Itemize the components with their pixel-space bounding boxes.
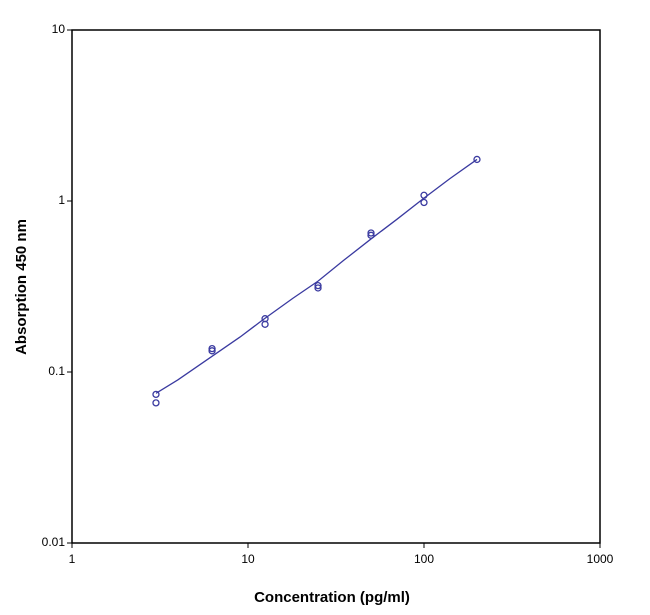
data-point [261, 320, 269, 328]
data-point [367, 231, 375, 239]
data-point [473, 155, 481, 164]
data-point [420, 198, 428, 207]
x-tick-label: 1000 [587, 552, 614, 566]
x-tick-label: 10 [241, 552, 255, 566]
fit-curve [155, 158, 478, 394]
data-point [420, 191, 428, 199]
plot-frame [71, 29, 601, 544]
x-axis-label: Concentration (pg/ml) [254, 589, 410, 606]
x-tick-label: 100 [414, 552, 434, 566]
data-point [152, 390, 160, 399]
y-axis-label: Absorption 450 nm [13, 219, 30, 355]
y-tick-label: 0.01 [42, 535, 66, 549]
data-point [314, 284, 322, 292]
y-tick-label: 0.1 [48, 364, 65, 378]
data-point [208, 344, 216, 353]
data-point [314, 281, 322, 290]
x-tick-label: 1 [69, 552, 76, 566]
data-point [367, 229, 375, 237]
y-tick-label: 1 [58, 193, 65, 207]
data-point [152, 399, 160, 407]
data-point [208, 347, 216, 355]
y-tick-label: 10 [52, 22, 66, 36]
